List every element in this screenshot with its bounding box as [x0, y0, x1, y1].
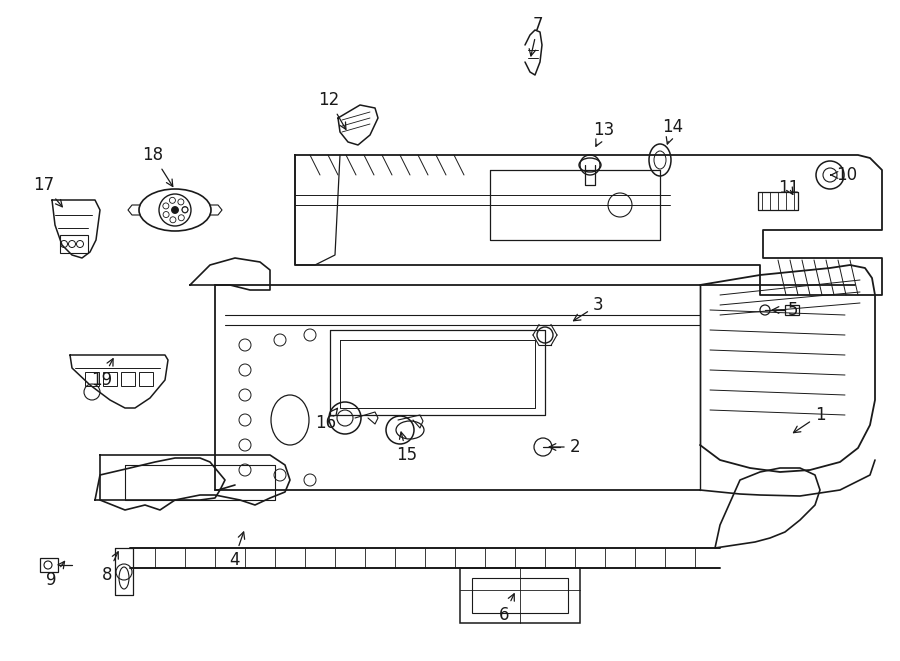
- Text: 3: 3: [573, 296, 603, 321]
- Text: 19: 19: [92, 359, 113, 389]
- Text: 7: 7: [529, 16, 544, 56]
- Text: 4: 4: [229, 532, 245, 569]
- Text: 10: 10: [831, 166, 858, 184]
- Text: 2: 2: [549, 438, 580, 456]
- Text: 14: 14: [662, 118, 684, 144]
- Bar: [121, 372, 135, 386]
- Text: 5: 5: [772, 301, 798, 319]
- Text: 15: 15: [396, 432, 418, 464]
- Bar: [103, 372, 117, 386]
- Bar: [85, 372, 99, 386]
- Text: 8: 8: [102, 552, 118, 584]
- Text: 17: 17: [33, 176, 62, 207]
- Text: 11: 11: [778, 179, 799, 197]
- Bar: [785, 305, 799, 315]
- Bar: [40, 558, 58, 572]
- Bar: [472, 578, 568, 613]
- Text: 1: 1: [794, 406, 825, 433]
- Text: 6: 6: [499, 594, 514, 624]
- Bar: [139, 372, 153, 386]
- Circle shape: [172, 206, 178, 214]
- Text: 16: 16: [315, 408, 338, 432]
- Text: 18: 18: [142, 146, 173, 186]
- Text: 13: 13: [593, 121, 615, 146]
- Text: 9: 9: [46, 561, 65, 589]
- Text: 12: 12: [319, 91, 346, 130]
- Bar: [460, 568, 580, 623]
- Bar: [60, 235, 88, 253]
